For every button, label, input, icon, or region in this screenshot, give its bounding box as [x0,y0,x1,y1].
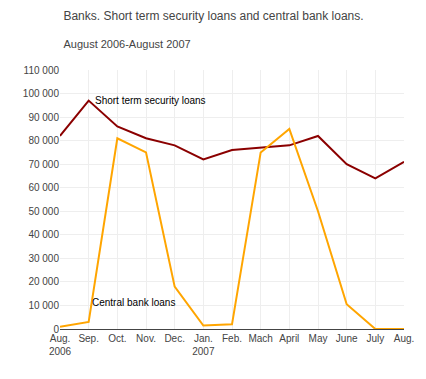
svg-text:Sep.: Sep. [78,333,99,344]
svg-text:Oct.: Oct. [108,333,126,344]
svg-text:70 000: 70 000 [28,159,59,170]
svg-text:July: July [366,333,384,344]
svg-text:60 000: 60 000 [28,182,59,193]
svg-text:Feb.: Feb. [222,333,242,344]
svg-text:0: 0 [53,324,59,335]
svg-text:20 000: 20 000 [28,276,59,287]
svg-text:40 000: 40 000 [28,229,59,240]
svg-text:50 000: 50 000 [28,206,59,217]
svg-text:Aug.2006: Aug.2006 [49,333,72,357]
svg-text:Aug.: Aug. [394,333,415,344]
svg-text:August 2006-August 2007: August 2006-August 2007 [63,38,190,50]
svg-text:80 000: 80 000 [28,135,59,146]
svg-text:Central bank loans: Central bank loans [92,297,175,308]
svg-text:Banks. Short term security loa: Banks. Short term security loans and cen… [63,9,363,23]
svg-text:90 000: 90 000 [28,112,59,123]
svg-text:Nov.: Nov. [136,333,156,344]
svg-text:110 000: 110 000 [24,65,60,76]
svg-text:10 000: 10 000 [28,300,59,311]
svg-text:100 000: 100 000 [23,88,60,99]
svg-text:Short term security loans: Short term security loans [95,95,206,106]
svg-text:Mach: Mach [248,333,272,344]
svg-text:Dec.: Dec. [164,333,185,344]
svg-text:30 000: 30 000 [28,253,59,264]
svg-text:April: April [279,333,299,344]
svg-text:June: June [336,333,358,344]
svg-text:Jan.2007: Jan.2007 [192,333,215,357]
svg-text:May: May [309,333,328,344]
